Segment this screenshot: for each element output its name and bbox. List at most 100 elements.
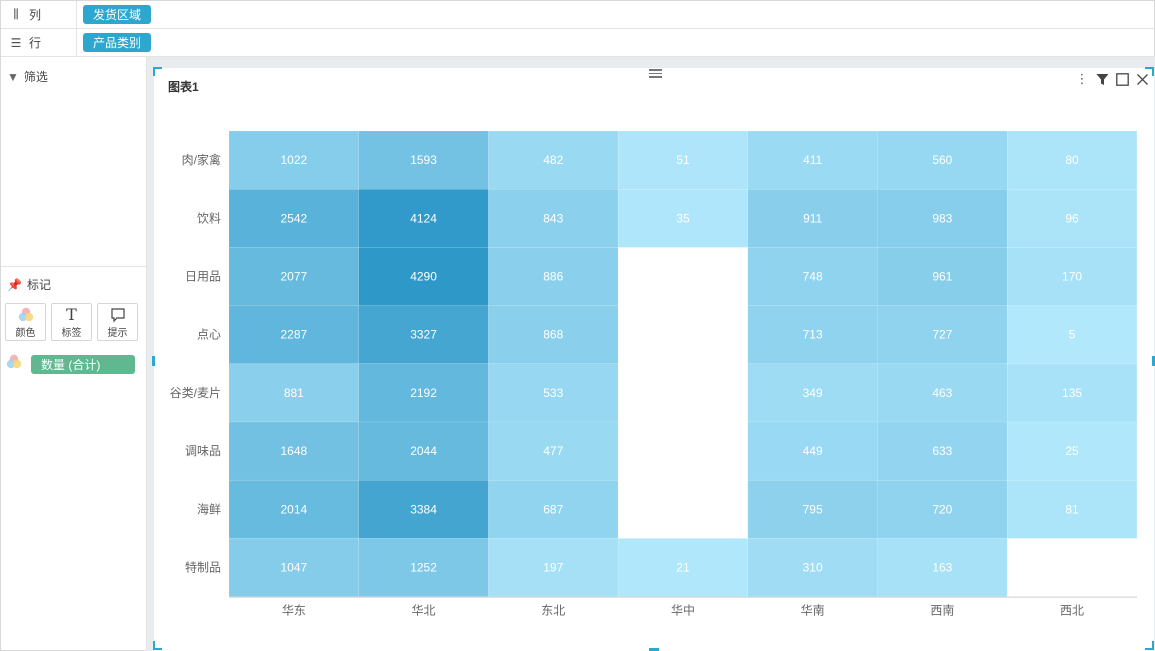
- panel-divider: [1, 266, 146, 267]
- heatmap-cell[interactable]: [877, 363, 1008, 423]
- y-tick-label: 肉/家禽: [182, 152, 221, 167]
- resize-handle-top-left[interactable]: [153, 67, 162, 76]
- heatmap-cell[interactable]: [1006, 305, 1138, 365]
- heatmap-cell[interactable]: [1006, 363, 1138, 423]
- heatmap-cell[interactable]: [228, 130, 359, 190]
- column-field-pill[interactable]: 发货区域: [83, 5, 152, 24]
- heatmap-cell[interactable]: [1006, 130, 1138, 190]
- color-measure-row: 数量 (合计): [5, 353, 135, 376]
- chart-card[interactable]: 图表1 1022 1593 482 51 411 560 80 2542 4124 843 35 91…: [154, 68, 1154, 651]
- x-tick-label: 华东: [282, 604, 306, 618]
- drag-handle-icon[interactable]: [649, 69, 662, 78]
- resize-handle-bottom[interactable]: [649, 648, 659, 651]
- card-toolbar: ⋮: [1075, 71, 1149, 86]
- cell-value-label: 80: [1065, 153, 1079, 167]
- heatmap-cell[interactable]: [747, 479, 878, 539]
- heatmap-cell[interactable]: [617, 130, 749, 190]
- heatmap-cell[interactable]: [488, 421, 619, 481]
- heatmap-cell[interactable]: [488, 188, 619, 248]
- color-measure-pill[interactable]: 数量 (合计): [31, 355, 135, 374]
- marks-section-title: 📌 标记: [7, 276, 51, 293]
- x-tick-label: 东北: [541, 604, 565, 618]
- pin-icon: 📌: [7, 277, 22, 292]
- heatmap-cell[interactable]: [358, 247, 489, 306]
- cell-value-label: 748: [803, 270, 823, 284]
- heatmap-cell[interactable]: [228, 305, 359, 365]
- heatmap-cell[interactable]: [747, 421, 878, 481]
- cell-value-label: 533: [543, 386, 563, 400]
- heatmap-cell[interactable]: [488, 479, 619, 539]
- resize-handle-top-right[interactable]: [1145, 67, 1154, 76]
- close-icon[interactable]: [1135, 72, 1149, 86]
- resize-handle-right[interactable]: [1152, 356, 1155, 366]
- heatmap-cell[interactable]: [1006, 479, 1138, 539]
- columns-shelf: ⫼ 列 发货区域: [1, 1, 1155, 29]
- tooltip-bubble-icon: [110, 306, 126, 324]
- heatmap-cell[interactable]: [877, 247, 1008, 306]
- label-mark-button[interactable]: T 标签: [51, 303, 92, 341]
- heatmap-cell[interactable]: [747, 247, 878, 306]
- heatmap-cell[interactable]: [877, 538, 1008, 597]
- label-mark-label: 标签: [61, 327, 82, 339]
- heatmap-cell[interactable]: [228, 538, 359, 597]
- cell-value-label: 482: [543, 153, 563, 167]
- heatmap-cell[interactable]: [747, 363, 878, 423]
- tooltip-mark-button[interactable]: 提示: [97, 303, 138, 341]
- heatmap-cell[interactable]: [228, 421, 359, 481]
- chart-title: 图表1: [168, 80, 199, 94]
- heatmap-cell[interactable]: [358, 305, 489, 365]
- heatmap-cell[interactable]: [1006, 421, 1138, 481]
- heatmap-cell[interactable]: [617, 188, 749, 248]
- resize-handle-bottom-right[interactable]: [1145, 641, 1154, 650]
- heatmap-cell[interactable]: [747, 305, 878, 365]
- heatmap-cell[interactable]: [228, 363, 359, 423]
- cell-value-label: 1593: [410, 153, 437, 167]
- heatmap-cell[interactable]: [228, 479, 359, 539]
- cell-value-label: 163: [932, 561, 952, 575]
- resize-handle-left[interactable]: [152, 356, 155, 366]
- row-field-pill[interactable]: 产品类别: [83, 33, 152, 52]
- heatmap-cell[interactable]: [747, 188, 878, 248]
- more-vertical-icon[interactable]: ⋮: [1075, 71, 1089, 86]
- heatmap-cell[interactable]: [1006, 247, 1138, 306]
- heatmap-cell[interactable]: [358, 538, 489, 597]
- heatmap-cell[interactable]: [877, 188, 1008, 248]
- heatmap-cell[interactable]: [358, 188, 489, 248]
- marks-title-text: 标记: [26, 278, 51, 292]
- maximize-icon[interactable]: [1115, 72, 1129, 86]
- heatmap-cell[interactable]: [358, 130, 489, 190]
- x-tick-label: 华北: [412, 604, 436, 618]
- heatmap-cell[interactable]: [228, 188, 359, 248]
- heatmap-cell[interactable]: [747, 130, 878, 190]
- x-tick-label: 西南: [930, 603, 954, 618]
- heatmap-cell[interactable]: [488, 363, 619, 423]
- heatmap-cell[interactable]: [358, 479, 489, 539]
- cell-value-label: 411: [803, 153, 822, 167]
- cell-value-label: 2014: [280, 502, 307, 516]
- color-mark-button[interactable]: 颜色: [5, 303, 46, 341]
- heatmap-cell[interactable]: [1006, 188, 1138, 248]
- cell-value-label: 2077: [280, 270, 307, 284]
- heatmap-cell[interactable]: [228, 247, 359, 306]
- cell-value-label: 1047: [280, 561, 307, 575]
- heatmap-cell[interactable]: [617, 538, 749, 597]
- heatmap-cell[interactable]: [488, 247, 619, 306]
- cell-value-label: 2542: [280, 211, 307, 225]
- color-mark-label: 颜色: [15, 327, 36, 339]
- cell-value-label: 2192: [410, 386, 437, 400]
- heatmap-cell[interactable]: [747, 538, 878, 597]
- cell-value-label: 81: [1065, 502, 1079, 516]
- y-tick-label: 海鲜: [197, 501, 221, 516]
- filter-icon[interactable]: [1095, 72, 1109, 86]
- heatmap-cell[interactable]: [877, 130, 1008, 190]
- cell-value-label: 51: [676, 153, 690, 167]
- heatmap-cell[interactable]: [488, 130, 619, 190]
- cell-value-label: 449: [803, 444, 823, 458]
- cell-value-label: 881: [284, 386, 304, 400]
- cell-value-label: 35: [676, 211, 690, 225]
- y-tick-label: 饮料: [197, 211, 221, 225]
- resize-handle-bottom-left[interactable]: [153, 641, 162, 650]
- heatmap-cell[interactable]: [488, 305, 619, 365]
- filter-icon: ▼: [7, 69, 19, 84]
